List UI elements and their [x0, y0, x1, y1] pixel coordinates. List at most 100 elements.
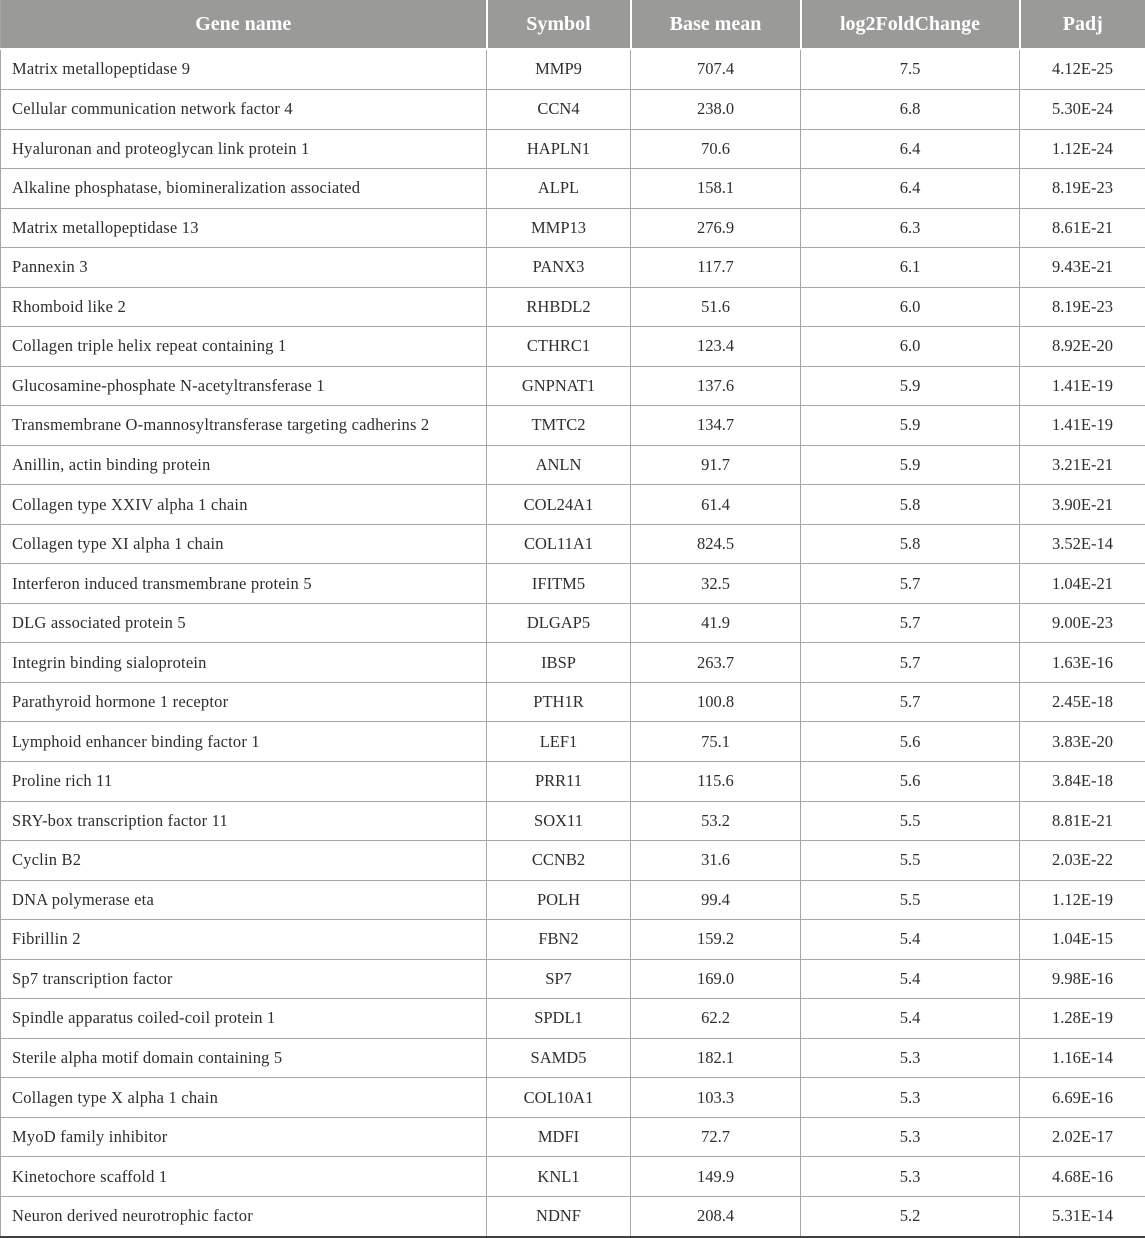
cell-gene_name: Interferon induced transmembrane protein…	[0, 563, 487, 604]
cell-log2fc: 5.3	[800, 1077, 1020, 1118]
cell-gene_name: Alkaline phosphatase, biomineralization …	[0, 168, 487, 209]
table-row: Neuron derived neurotrophic factor NDNF 20…	[0, 1195, 1145, 1238]
cell-gene_name: Glucosamine-phosphate N-acetyltransferas…	[0, 365, 487, 407]
table-row: SRY-box transcription factor 11 SOX11 53.2…	[0, 800, 1145, 842]
cell-base_mean: 41.9	[630, 602, 801, 644]
cell-gene_name: Integrin binding sialoprotein	[0, 642, 487, 683]
cell-symbol: HAPLN1	[486, 128, 631, 170]
cell-log2fc: 5.4	[800, 958, 1020, 1000]
cell-base_mean: 182.1	[630, 1037, 801, 1079]
cell-symbol: PANX3	[486, 247, 631, 288]
cell-gene_name: Lymphoid enhancer binding factor 1	[0, 721, 487, 762]
table-row: Pannexin 3 PANX3 117.7 6.1 9.43E-21	[0, 247, 1145, 288]
cell-symbol: ALPL	[486, 168, 631, 209]
cell-base_mean: 51.6	[630, 286, 801, 328]
table-row: Integrin binding sialoprotein IBSP 263.7 5.…	[0, 642, 1145, 683]
cell-symbol: KNL1	[486, 1156, 631, 1197]
cell-gene_name: SRY-box transcription factor 11	[0, 800, 487, 842]
cell-base_mean: 276.9	[630, 207, 801, 249]
cell-padj: 3.83E-20	[1019, 721, 1145, 762]
cell-gene_name: Cyclin B2	[0, 840, 487, 881]
column-header-gene_name: Gene name	[0, 0, 487, 49]
cell-base_mean: 238.0	[630, 88, 801, 130]
cell-symbol: MMP13	[486, 207, 631, 249]
cell-base_mean: 115.6	[630, 761, 801, 802]
cell-symbol: SP7	[486, 958, 631, 1000]
table-row: Collagen type X alpha 1 chain COL10A1 103.…	[0, 1077, 1145, 1118]
cell-log2fc: 6.4	[800, 168, 1020, 209]
cell-log2fc: 5.7	[800, 642, 1020, 683]
cell-base_mean: 149.9	[630, 1156, 801, 1197]
cell-symbol: RHBDL2	[486, 286, 631, 328]
cell-log2fc: 5.9	[800, 444, 1020, 486]
cell-log2fc: 5.5	[800, 879, 1020, 921]
cell-base_mean: 158.1	[630, 168, 801, 209]
cell-base_mean: 117.7	[630, 247, 801, 288]
cell-base_mean: 263.7	[630, 642, 801, 683]
cell-log2fc: 7.5	[800, 47, 1020, 90]
cell-padj: 3.84E-18	[1019, 761, 1145, 802]
cell-padj: 1.41E-19	[1019, 405, 1145, 446]
cell-log2fc: 5.9	[800, 365, 1020, 407]
table-row: Anillin, actin binding protein ANLN 91.7 5.…	[0, 444, 1145, 486]
cell-base_mean: 99.4	[630, 879, 801, 921]
cell-gene_name: Collagen type XXIV alpha 1 chain	[0, 484, 487, 525]
cell-gene_name: Fibrillin 2	[0, 919, 487, 960]
table-row: Collagen triple helix repeat containing …	[0, 326, 1145, 367]
cell-log2fc: 5.7	[800, 563, 1020, 604]
cell-gene_name: MyoD family inhibitor	[0, 1116, 487, 1158]
cell-symbol: PTH1R	[486, 681, 631, 723]
cell-log2fc: 6.1	[800, 247, 1020, 288]
cell-padj: 8.19E-23	[1019, 286, 1145, 328]
cell-gene_name: Rhomboid like 2	[0, 286, 487, 328]
table-row: Collagen type XXIV alpha 1 chain COL24A1 6…	[0, 484, 1145, 525]
table-row: Sp7 transcription factor SP7 169.0 5.4 9.98E…	[0, 958, 1145, 1000]
table-row: MyoD family inhibitor MDFI 72.7 5.3 2.02E-17	[0, 1116, 1145, 1158]
table-row: Hyaluronan and proteoglycan link protein…	[0, 128, 1145, 170]
cell-log2fc: 5.6	[800, 761, 1020, 802]
cell-symbol: LEF1	[486, 721, 631, 762]
cell-padj: 2.02E-17	[1019, 1116, 1145, 1158]
table-row: Lymphoid enhancer binding factor 1 LEF1 75…	[0, 721, 1145, 762]
cell-symbol: FBN2	[486, 919, 631, 960]
cell-padj: 1.04E-21	[1019, 563, 1145, 604]
table-row: Glucosamine-phosphate N-acetyltransferas…	[0, 365, 1145, 407]
cell-padj: 1.41E-19	[1019, 365, 1145, 407]
cell-symbol: NDNF	[486, 1195, 631, 1238]
cell-log2fc: 5.7	[800, 602, 1020, 644]
cell-base_mean: 61.4	[630, 484, 801, 525]
cell-symbol: IFITM5	[486, 563, 631, 604]
cell-symbol: CCN4	[486, 88, 631, 130]
cell-log2fc: 5.6	[800, 721, 1020, 762]
cell-log2fc: 5.3	[800, 1037, 1020, 1079]
cell-padj: 5.30E-24	[1019, 88, 1145, 130]
cell-padj: 1.16E-14	[1019, 1037, 1145, 1079]
column-header-log2fc: log2FoldChange	[799, 0, 1020, 49]
cell-padj: 1.12E-19	[1019, 879, 1145, 921]
header-row: Gene name Symbol Base mean log2FoldChange Pa…	[0, 0, 1145, 49]
cell-symbol: COL11A1	[486, 523, 631, 565]
cell-symbol: MMP9	[486, 47, 631, 90]
cell-base_mean: 208.4	[630, 1195, 801, 1238]
table-row: Matrix metallopeptidase 13 MMP13 276.9 6.3 8…	[0, 207, 1145, 249]
cell-gene_name: Sp7 transcription factor	[0, 958, 487, 1000]
column-header-padj: Padj	[1018, 0, 1145, 49]
cell-padj: 3.52E-14	[1019, 523, 1145, 565]
cell-gene_name: Collagen type XI alpha 1 chain	[0, 523, 487, 565]
cell-padj: 5.31E-14	[1019, 1195, 1145, 1238]
cell-padj: 1.63E-16	[1019, 642, 1145, 683]
cell-symbol: COL10A1	[486, 1077, 631, 1118]
cell-log2fc: 5.8	[800, 523, 1020, 565]
table-row: Rhomboid like 2 RHBDL2 51.6 6.0 8.19E-23	[0, 286, 1145, 328]
cell-padj: 1.28E-19	[1019, 998, 1145, 1039]
column-header-symbol: Symbol	[485, 0, 631, 49]
cell-base_mean: 159.2	[630, 919, 801, 960]
cell-symbol: PRR11	[486, 761, 631, 802]
cell-gene_name: Sterile alpha motif domain containing 5	[0, 1037, 487, 1079]
cell-log2fc: 5.7	[800, 681, 1020, 723]
cell-padj: 9.43E-21	[1019, 247, 1145, 288]
cell-base_mean: 32.5	[630, 563, 801, 604]
cell-log2fc: 5.8	[800, 484, 1020, 525]
cell-padj: 8.61E-21	[1019, 207, 1145, 249]
